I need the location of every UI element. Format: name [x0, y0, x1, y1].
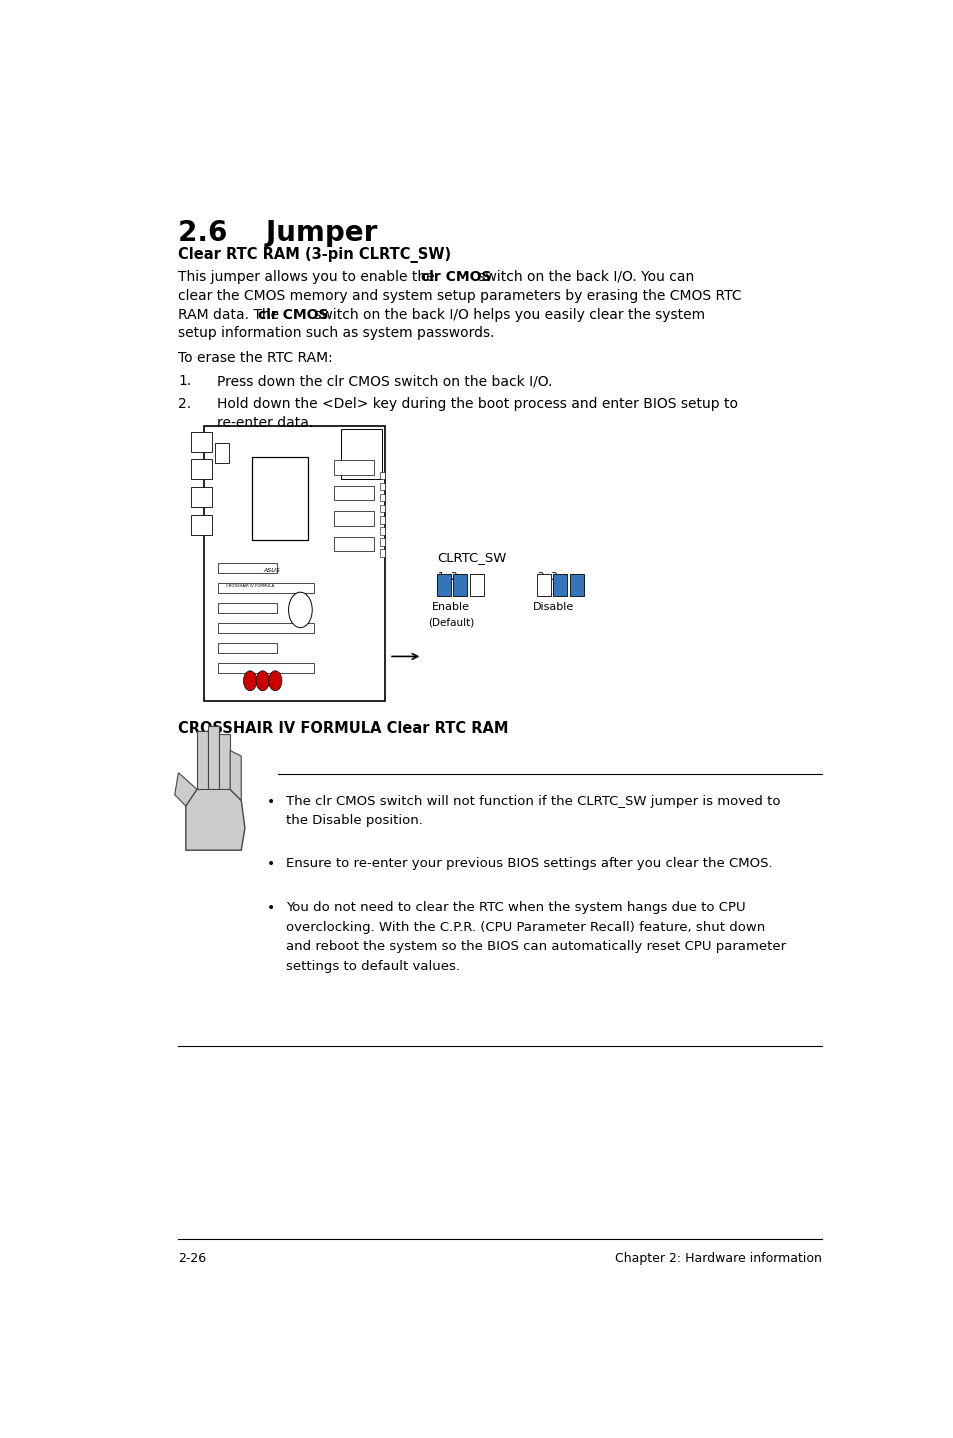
Bar [217, 643, 276, 653]
Bar [379, 549, 385, 557]
Text: re-enter data.: re-enter data. [216, 416, 313, 430]
Text: Chapter 2: Hardware information: Chapter 2: Hardware information [614, 1252, 821, 1265]
Text: ASUS: ASUS [263, 568, 280, 572]
Text: switch on the back I/O. You can: switch on the back I/O. You can [474, 270, 694, 283]
Polygon shape [208, 726, 219, 789]
Text: the Disable position.: the Disable position. [285, 814, 422, 827]
Bar [553, 575, 567, 595]
Circle shape [269, 670, 282, 690]
Text: 2.: 2. [178, 397, 192, 411]
Text: Hold down the <Del> key during the boot process and enter BIOS setup to: Hold down the <Del> key during the boot … [216, 397, 737, 411]
Bar [334, 486, 374, 500]
Bar [436, 575, 451, 595]
Bar [217, 663, 314, 673]
Bar [379, 493, 385, 502]
Bar [537, 575, 551, 595]
Bar [379, 538, 385, 545]
Text: RAM data. The: RAM data. The [178, 308, 284, 322]
Text: The clr CMOS switch will not function if the CLRTC_SW jumper is moved to: The clr CMOS switch will not function if… [285, 795, 780, 808]
Polygon shape [186, 789, 245, 850]
Bar [379, 472, 385, 479]
Bar [379, 483, 385, 490]
Text: You do not need to clear the RTC when the system hangs due to CPU: You do not need to clear the RTC when th… [285, 902, 744, 915]
Text: clear the CMOS memory and system setup parameters by erasing the CMOS RTC: clear the CMOS memory and system setup p… [178, 289, 741, 303]
Text: setup information such as system passwords.: setup information such as system passwor… [178, 326, 495, 341]
Bar [379, 516, 385, 523]
Text: Disable: Disable [532, 603, 574, 613]
Bar [469, 575, 483, 595]
Text: clr CMOS: clr CMOS [420, 270, 491, 283]
Bar [217, 604, 276, 613]
Text: overclocking. With the C.P.R. (CPU Parameter Recall) feature, shut down: overclocking. With the C.P.R. (CPU Param… [285, 920, 764, 933]
Polygon shape [230, 751, 241, 801]
Text: CROSSHAIR IV FORMULA: CROSSHAIR IV FORMULA [226, 584, 274, 588]
Text: Clear RTC RAM (3-pin CLRTC_SW): Clear RTC RAM (3-pin CLRTC_SW) [178, 247, 451, 263]
Bar [453, 575, 467, 595]
Text: clr CMOS: clr CMOS [257, 308, 328, 322]
Text: CLRTC_SW: CLRTC_SW [436, 551, 506, 564]
Bar [341, 430, 381, 479]
Bar [215, 443, 229, 463]
Bar [217, 564, 276, 574]
Circle shape [255, 670, 269, 690]
Bar [191, 459, 212, 479]
Text: Ensure to re-enter your previous BIOS settings after you clear the CMOS.: Ensure to re-enter your previous BIOS se… [285, 857, 771, 870]
Text: CROSSHAIR IV FORMULA Clear RTC RAM: CROSSHAIR IV FORMULA Clear RTC RAM [178, 720, 508, 736]
Text: •: • [267, 857, 275, 871]
Text: •: • [267, 902, 275, 916]
Text: 1  2: 1 2 [437, 572, 457, 582]
Bar [334, 512, 374, 526]
Bar [379, 526, 385, 535]
Bar [204, 426, 385, 700]
Polygon shape [219, 733, 230, 789]
Text: and reboot the system so the BIOS can automatically reset CPU parameter: and reboot the system so the BIOS can au… [285, 940, 785, 953]
Text: (Default): (Default) [428, 618, 474, 627]
Bar [191, 515, 212, 535]
Circle shape [288, 592, 312, 627]
Bar [191, 487, 212, 508]
Polygon shape [196, 731, 208, 789]
Bar [334, 536, 374, 551]
Bar [334, 460, 374, 475]
Text: To erase the RTC RAM:: To erase the RTC RAM: [178, 351, 333, 365]
Text: Press down the clr CMOS switch on the back I/O.: Press down the clr CMOS switch on the ba… [216, 374, 552, 388]
Text: Enable: Enable [432, 603, 470, 613]
Circle shape [243, 670, 256, 690]
Bar [191, 431, 212, 452]
Text: settings to default values.: settings to default values. [285, 959, 459, 972]
Bar [252, 457, 308, 541]
Text: •: • [267, 795, 275, 808]
Text: switch on the back I/O helps you easily clear the system: switch on the back I/O helps you easily … [310, 308, 704, 322]
Text: 2  3: 2 3 [537, 572, 557, 582]
Text: This jumper allows you to enable the: This jumper allows you to enable the [178, 270, 439, 283]
Polygon shape [174, 772, 196, 805]
Bar [569, 575, 583, 595]
Text: 2-26: 2-26 [178, 1252, 206, 1265]
Bar [379, 505, 385, 512]
Text: 2.6    Jumper: 2.6 Jumper [178, 219, 377, 247]
Text: 1.: 1. [178, 374, 192, 388]
Bar [217, 584, 314, 594]
Bar [217, 623, 314, 633]
